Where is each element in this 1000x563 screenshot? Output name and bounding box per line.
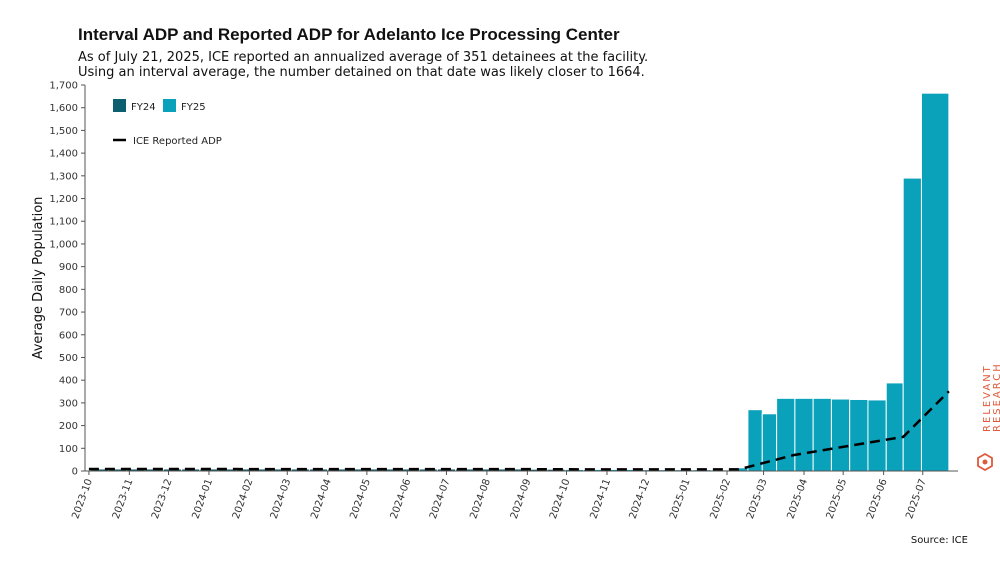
- y-tick-label: 400: [59, 376, 78, 387]
- y-tick-label: 500: [59, 353, 78, 364]
- x-tick-label: 2024-11: [588, 477, 613, 520]
- x-tick-label: 2023-12: [150, 477, 175, 520]
- reported-adp-line: [88, 390, 950, 471]
- y-tick-label: 1,600: [49, 103, 78, 114]
- y-tick-label: 200: [59, 421, 78, 432]
- reported-adp-line-layer: [88, 390, 950, 471]
- chart-subtitle-line2: Using an interval average, the number de…: [78, 65, 645, 80]
- brand-hexagon-icon: [977, 452, 993, 472]
- legend-swatch-fy25: [163, 99, 176, 112]
- x-tick-label: 2025-02: [709, 477, 734, 520]
- x-tick-label: 2024-10: [548, 477, 573, 520]
- bar-fy25: [849, 398, 869, 472]
- y-tick-label: 1,100: [49, 217, 78, 228]
- x-tick-label: 2023-10: [70, 477, 95, 520]
- legend-swatch-fy24: [113, 99, 126, 112]
- x-tick-label: 2024-03: [269, 477, 294, 520]
- brand-word-relevant: RELEVANT: [982, 364, 993, 432]
- y-tick-label: 1,700: [49, 81, 78, 92]
- y-tick-label: 900: [59, 262, 78, 273]
- y-tick-label: 1,500: [49, 126, 78, 137]
- y-axis-label: Average Daily Population: [31, 197, 46, 360]
- y-tick-label: 1,300: [49, 171, 78, 182]
- x-tick-label: 2024-09: [509, 477, 534, 520]
- bar-fy25: [920, 92, 950, 472]
- bar-fy25: [747, 409, 763, 472]
- y-tick-label: 100: [59, 444, 78, 455]
- bar-fy25: [812, 397, 832, 472]
- y-tick-label: 800: [59, 285, 78, 296]
- x-tick-label: 2023-11: [111, 477, 136, 520]
- bar-fy25: [830, 398, 851, 472]
- x-tick-label: 2025-07: [904, 477, 929, 520]
- y-tick-label: 600: [59, 330, 78, 341]
- y-tick-label: 1,200: [49, 194, 78, 205]
- y-tick-label: 700: [59, 308, 78, 319]
- x-tick-label: 2025-01: [668, 477, 693, 520]
- x-tick-label: 2024-08: [468, 477, 493, 520]
- x-tick-label: 2024-07: [428, 477, 453, 520]
- legend: FY24 FY25 ICE Reported ADP: [113, 99, 222, 147]
- bar-fy25: [885, 382, 904, 472]
- bar-series: [89, 92, 950, 472]
- chart-title: Interval ADP and Reported ADP for Adelan…: [78, 25, 620, 44]
- y-tick-label: 0: [72, 467, 78, 478]
- x-tick-label: 2024-12: [628, 477, 653, 520]
- legend-label-fy25: FY25: [181, 102, 206, 113]
- bar-fy25: [794, 397, 814, 472]
- x-axis: 2023-10 2023-11 2023-12 2024-01 2024-02 2024-…: [70, 470, 958, 520]
- chart-subtitle-line1: As of July 21, 2025, ICE reported an ann…: [78, 50, 649, 65]
- y-tick-label: 1,000: [49, 239, 78, 250]
- x-tick-label: 2025-05: [825, 477, 850, 520]
- bar-fy25: [902, 177, 922, 472]
- y-axis: 0 100 200 300 400 500 600 700 800 900 1,000 1,100 1,…: [49, 81, 86, 478]
- x-tick-label: 2025-04: [785, 477, 810, 520]
- legend-label-fy24: FY24: [131, 102, 156, 113]
- y-tick-label: 1,400: [49, 149, 78, 160]
- bar-fy25: [867, 399, 887, 472]
- x-tick-label: 2024-01: [190, 477, 215, 520]
- source-note: Source: ICE: [910, 535, 968, 546]
- x-tick-label: 2024-02: [231, 477, 256, 520]
- x-tick-label: 2025-06: [865, 477, 890, 520]
- brand-logo: RELEVANT RESEARCH: [977, 362, 1000, 472]
- x-tick-label: 2024-04: [309, 477, 334, 520]
- y-tick-label: 300: [59, 398, 78, 409]
- brand-word-research: RESEARCH: [992, 362, 1000, 432]
- x-tick-label: 2024-05: [348, 477, 373, 520]
- x-tick-label: 2025-03: [745, 477, 770, 520]
- legend-label-reported-adp: ICE Reported ADP: [133, 136, 222, 147]
- x-tick-label: 2024-06: [389, 477, 414, 520]
